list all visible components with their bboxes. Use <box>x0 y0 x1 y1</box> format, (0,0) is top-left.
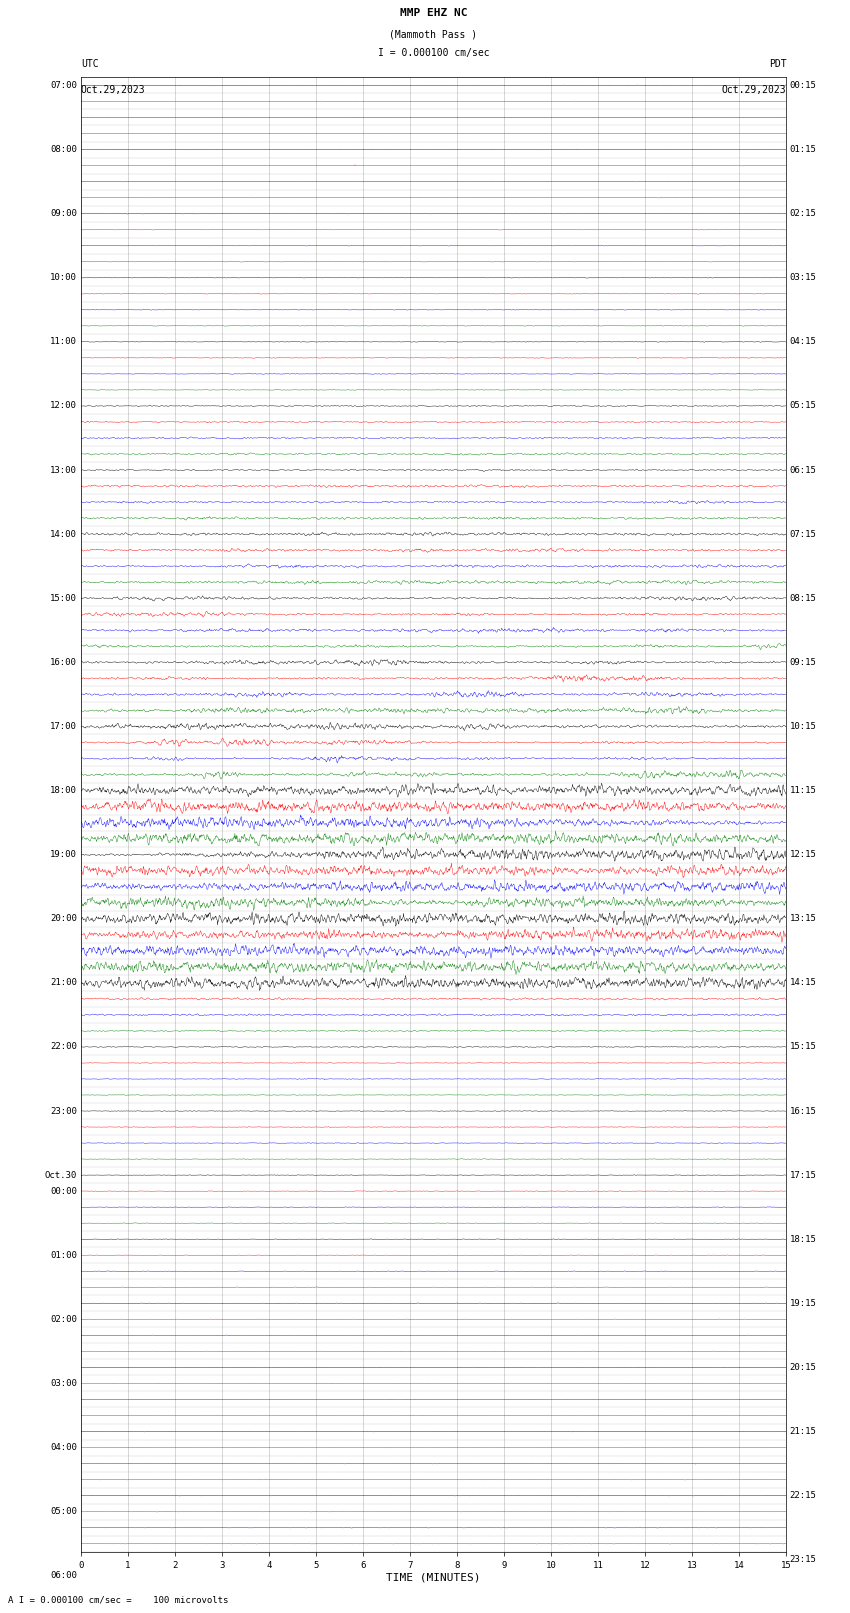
Text: 16:15: 16:15 <box>790 1107 817 1116</box>
Text: 23:00: 23:00 <box>50 1107 77 1116</box>
Text: 12:15: 12:15 <box>790 850 817 860</box>
Text: (Mammoth Pass ): (Mammoth Pass ) <box>389 29 478 39</box>
Text: MMP EHZ NC: MMP EHZ NC <box>400 8 468 18</box>
Text: Oct.30: Oct.30 <box>45 1171 77 1179</box>
Text: 01:00: 01:00 <box>50 1250 77 1260</box>
Text: 20:15: 20:15 <box>790 1363 817 1373</box>
Text: 20:00: 20:00 <box>50 915 77 923</box>
Text: 04:15: 04:15 <box>790 337 817 347</box>
Text: 17:00: 17:00 <box>50 723 77 731</box>
Text: 17:15: 17:15 <box>790 1171 817 1179</box>
Text: 03:00: 03:00 <box>50 1379 77 1387</box>
Text: 00:15: 00:15 <box>790 81 817 90</box>
Text: 01:15: 01:15 <box>790 145 817 153</box>
Text: 05:00: 05:00 <box>50 1507 77 1516</box>
Text: 00:00: 00:00 <box>50 1187 77 1195</box>
Text: 09:00: 09:00 <box>50 210 77 218</box>
Text: 21:15: 21:15 <box>790 1428 817 1436</box>
Text: 05:15: 05:15 <box>790 402 817 410</box>
Text: Oct.29,2023: Oct.29,2023 <box>81 85 145 95</box>
Text: 22:00: 22:00 <box>50 1042 77 1052</box>
Text: I = 0.000100 cm/sec: I = 0.000100 cm/sec <box>377 48 490 58</box>
Text: 19:15: 19:15 <box>790 1298 817 1308</box>
Text: 11:00: 11:00 <box>50 337 77 347</box>
Text: 10:15: 10:15 <box>790 723 817 731</box>
Text: 11:15: 11:15 <box>790 786 817 795</box>
Text: 02:15: 02:15 <box>790 210 817 218</box>
Text: UTC: UTC <box>81 60 99 69</box>
Text: 14:15: 14:15 <box>790 979 817 987</box>
Text: 18:15: 18:15 <box>790 1234 817 1244</box>
Text: 13:15: 13:15 <box>790 915 817 923</box>
Text: 06:00: 06:00 <box>50 1571 77 1581</box>
X-axis label: TIME (MINUTES): TIME (MINUTES) <box>386 1573 481 1582</box>
Text: 23:15: 23:15 <box>790 1555 817 1565</box>
Text: 06:15: 06:15 <box>790 466 817 474</box>
Text: 02:00: 02:00 <box>50 1315 77 1324</box>
Text: 22:15: 22:15 <box>790 1490 817 1500</box>
Text: 07:15: 07:15 <box>790 529 817 539</box>
Text: 13:00: 13:00 <box>50 466 77 474</box>
Text: 18:00: 18:00 <box>50 786 77 795</box>
Text: Oct.29,2023: Oct.29,2023 <box>722 85 786 95</box>
Text: 15:00: 15:00 <box>50 594 77 603</box>
Text: 21:00: 21:00 <box>50 979 77 987</box>
Text: PDT: PDT <box>768 60 786 69</box>
Text: 10:00: 10:00 <box>50 273 77 282</box>
Text: 16:00: 16:00 <box>50 658 77 666</box>
Text: A I = 0.000100 cm/sec =    100 microvolts: A I = 0.000100 cm/sec = 100 microvolts <box>8 1595 229 1605</box>
Text: 09:15: 09:15 <box>790 658 817 666</box>
Text: 03:15: 03:15 <box>790 273 817 282</box>
Text: 08:00: 08:00 <box>50 145 77 153</box>
Text: 07:00: 07:00 <box>50 81 77 90</box>
Text: 08:15: 08:15 <box>790 594 817 603</box>
Text: 15:15: 15:15 <box>790 1042 817 1052</box>
Text: 19:00: 19:00 <box>50 850 77 860</box>
Text: 04:00: 04:00 <box>50 1444 77 1452</box>
Text: 14:00: 14:00 <box>50 529 77 539</box>
Text: 12:00: 12:00 <box>50 402 77 410</box>
